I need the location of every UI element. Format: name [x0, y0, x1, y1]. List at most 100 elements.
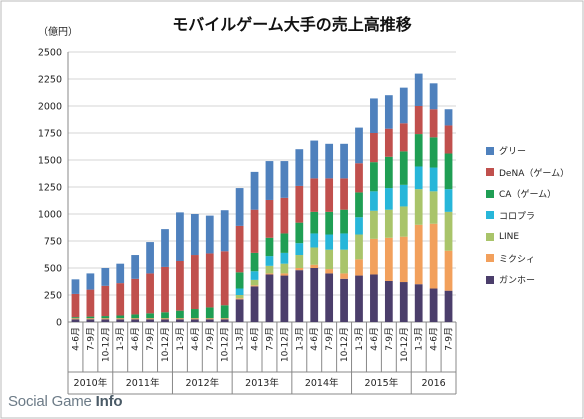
bar-segment	[101, 316, 110, 319]
watermark-prefix: Social Game	[8, 393, 96, 410]
bar-segment	[355, 217, 363, 235]
bar-segment	[265, 237, 274, 257]
bar-segment	[355, 163, 363, 193]
bar-segment	[295, 185, 304, 223]
legend-label: ガンホー	[499, 276, 536, 287]
legend-label: グリー	[499, 147, 527, 158]
legend-swatch	[486, 168, 494, 177]
y-tick-label: 2500	[38, 48, 62, 59]
bar-segment	[355, 127, 363, 164]
legend-swatch	[486, 275, 494, 284]
bar-segment	[444, 290, 453, 322]
bar-segment	[265, 161, 274, 200]
bar-segment	[176, 212, 184, 261]
bar-segment	[116, 318, 125, 320]
bar-segment	[310, 178, 319, 212]
chart-title: モバイルゲーム大手の売上高推移	[172, 15, 412, 34]
bar-segment	[444, 250, 453, 291]
y-tick-label: 1500	[38, 156, 62, 167]
bar-segment	[355, 259, 363, 276]
bar-segment	[384, 128, 393, 157]
bar-segment	[325, 249, 334, 270]
bar-segment	[399, 282, 408, 322]
bar-segment	[131, 314, 140, 319]
bar-segment	[444, 211, 453, 251]
bar-segment	[176, 310, 184, 319]
bar-segment	[161, 319, 169, 322]
bar-segment	[384, 280, 393, 322]
bar-segment	[280, 252, 289, 264]
bar-segment	[116, 263, 125, 284]
bar-segment	[101, 318, 110, 320]
bar-segment	[250, 286, 259, 322]
bar-segment	[429, 167, 438, 192]
x-tick-label: 1-3月	[414, 327, 425, 351]
bar-segment	[116, 315, 125, 319]
legend-label: CA（ゲーム）	[499, 190, 557, 201]
x-tick-label: 10-12月	[100, 327, 111, 362]
legend-label: LINE	[499, 231, 520, 242]
bar-segment	[310, 268, 319, 322]
bar-segment	[340, 278, 348, 322]
bar-segment	[220, 210, 229, 252]
legend-item: CA（ゲーム）	[486, 183, 569, 205]
bar-segment	[310, 264, 319, 268]
bar-segment	[429, 223, 438, 289]
x-tick-label: 10-12月	[399, 327, 410, 362]
bar-segment	[250, 252, 259, 272]
legend-swatch	[486, 146, 494, 155]
y-tick-label: 500	[44, 264, 62, 275]
x-tick-label: 1-3月	[294, 327, 305, 351]
bar-segment	[235, 225, 244, 273]
bar-segment	[340, 273, 348, 279]
year-label: 2014年	[305, 377, 339, 389]
bar-segment	[429, 191, 438, 224]
bar-segment	[429, 83, 438, 110]
bar-segment	[340, 178, 348, 210]
bar-segment	[86, 319, 95, 322]
bar-segment	[384, 188, 393, 210]
bar-segment	[295, 270, 304, 322]
bar-segment	[414, 73, 423, 106]
bar-segment	[355, 192, 363, 218]
bar-segment	[146, 242, 154, 274]
bar-segment	[280, 263, 289, 274]
bar-segment	[414, 189, 423, 225]
bar-segment	[86, 289, 95, 317]
bar-segment	[220, 251, 229, 306]
bar-segment	[310, 247, 319, 265]
bar-segment	[190, 309, 199, 319]
x-tick-label: 4-6月	[369, 327, 380, 351]
legend-label: ミクシィ	[499, 254, 536, 265]
bar-segment	[250, 271, 259, 280]
bar-segment	[310, 211, 319, 234]
bar-segment	[190, 318, 199, 320]
bar-segment	[235, 295, 244, 299]
bar-segment	[340, 143, 348, 179]
bar-segment	[325, 143, 334, 179]
bar-segment	[71, 318, 80, 320]
bar-segment	[399, 236, 408, 283]
bar-segment	[295, 255, 304, 268]
bar-segment	[250, 285, 259, 287]
bar-segment	[131, 255, 140, 279]
bar-segment	[265, 199, 274, 238]
bar-segment	[399, 151, 408, 185]
bar-segment	[414, 166, 423, 190]
year-label: 2011年	[126, 377, 160, 389]
watermark-bold: Info	[95, 393, 123, 410]
x-tick-label: 1-3月	[175, 327, 186, 351]
bar-segment	[414, 134, 423, 167]
bar-segment	[370, 210, 378, 239]
bar-segment	[340, 249, 348, 274]
bar-segment	[71, 317, 80, 319]
bar-segment	[429, 137, 438, 168]
bar-segment	[71, 319, 80, 322]
bar-segment	[190, 319, 199, 322]
bar-segment	[280, 275, 289, 322]
bar-segment	[280, 233, 289, 253]
x-tick-label: 7-9月	[324, 327, 335, 351]
x-tick-label: 7-9月	[145, 327, 156, 351]
x-tick-label: 1-3月	[354, 327, 365, 351]
